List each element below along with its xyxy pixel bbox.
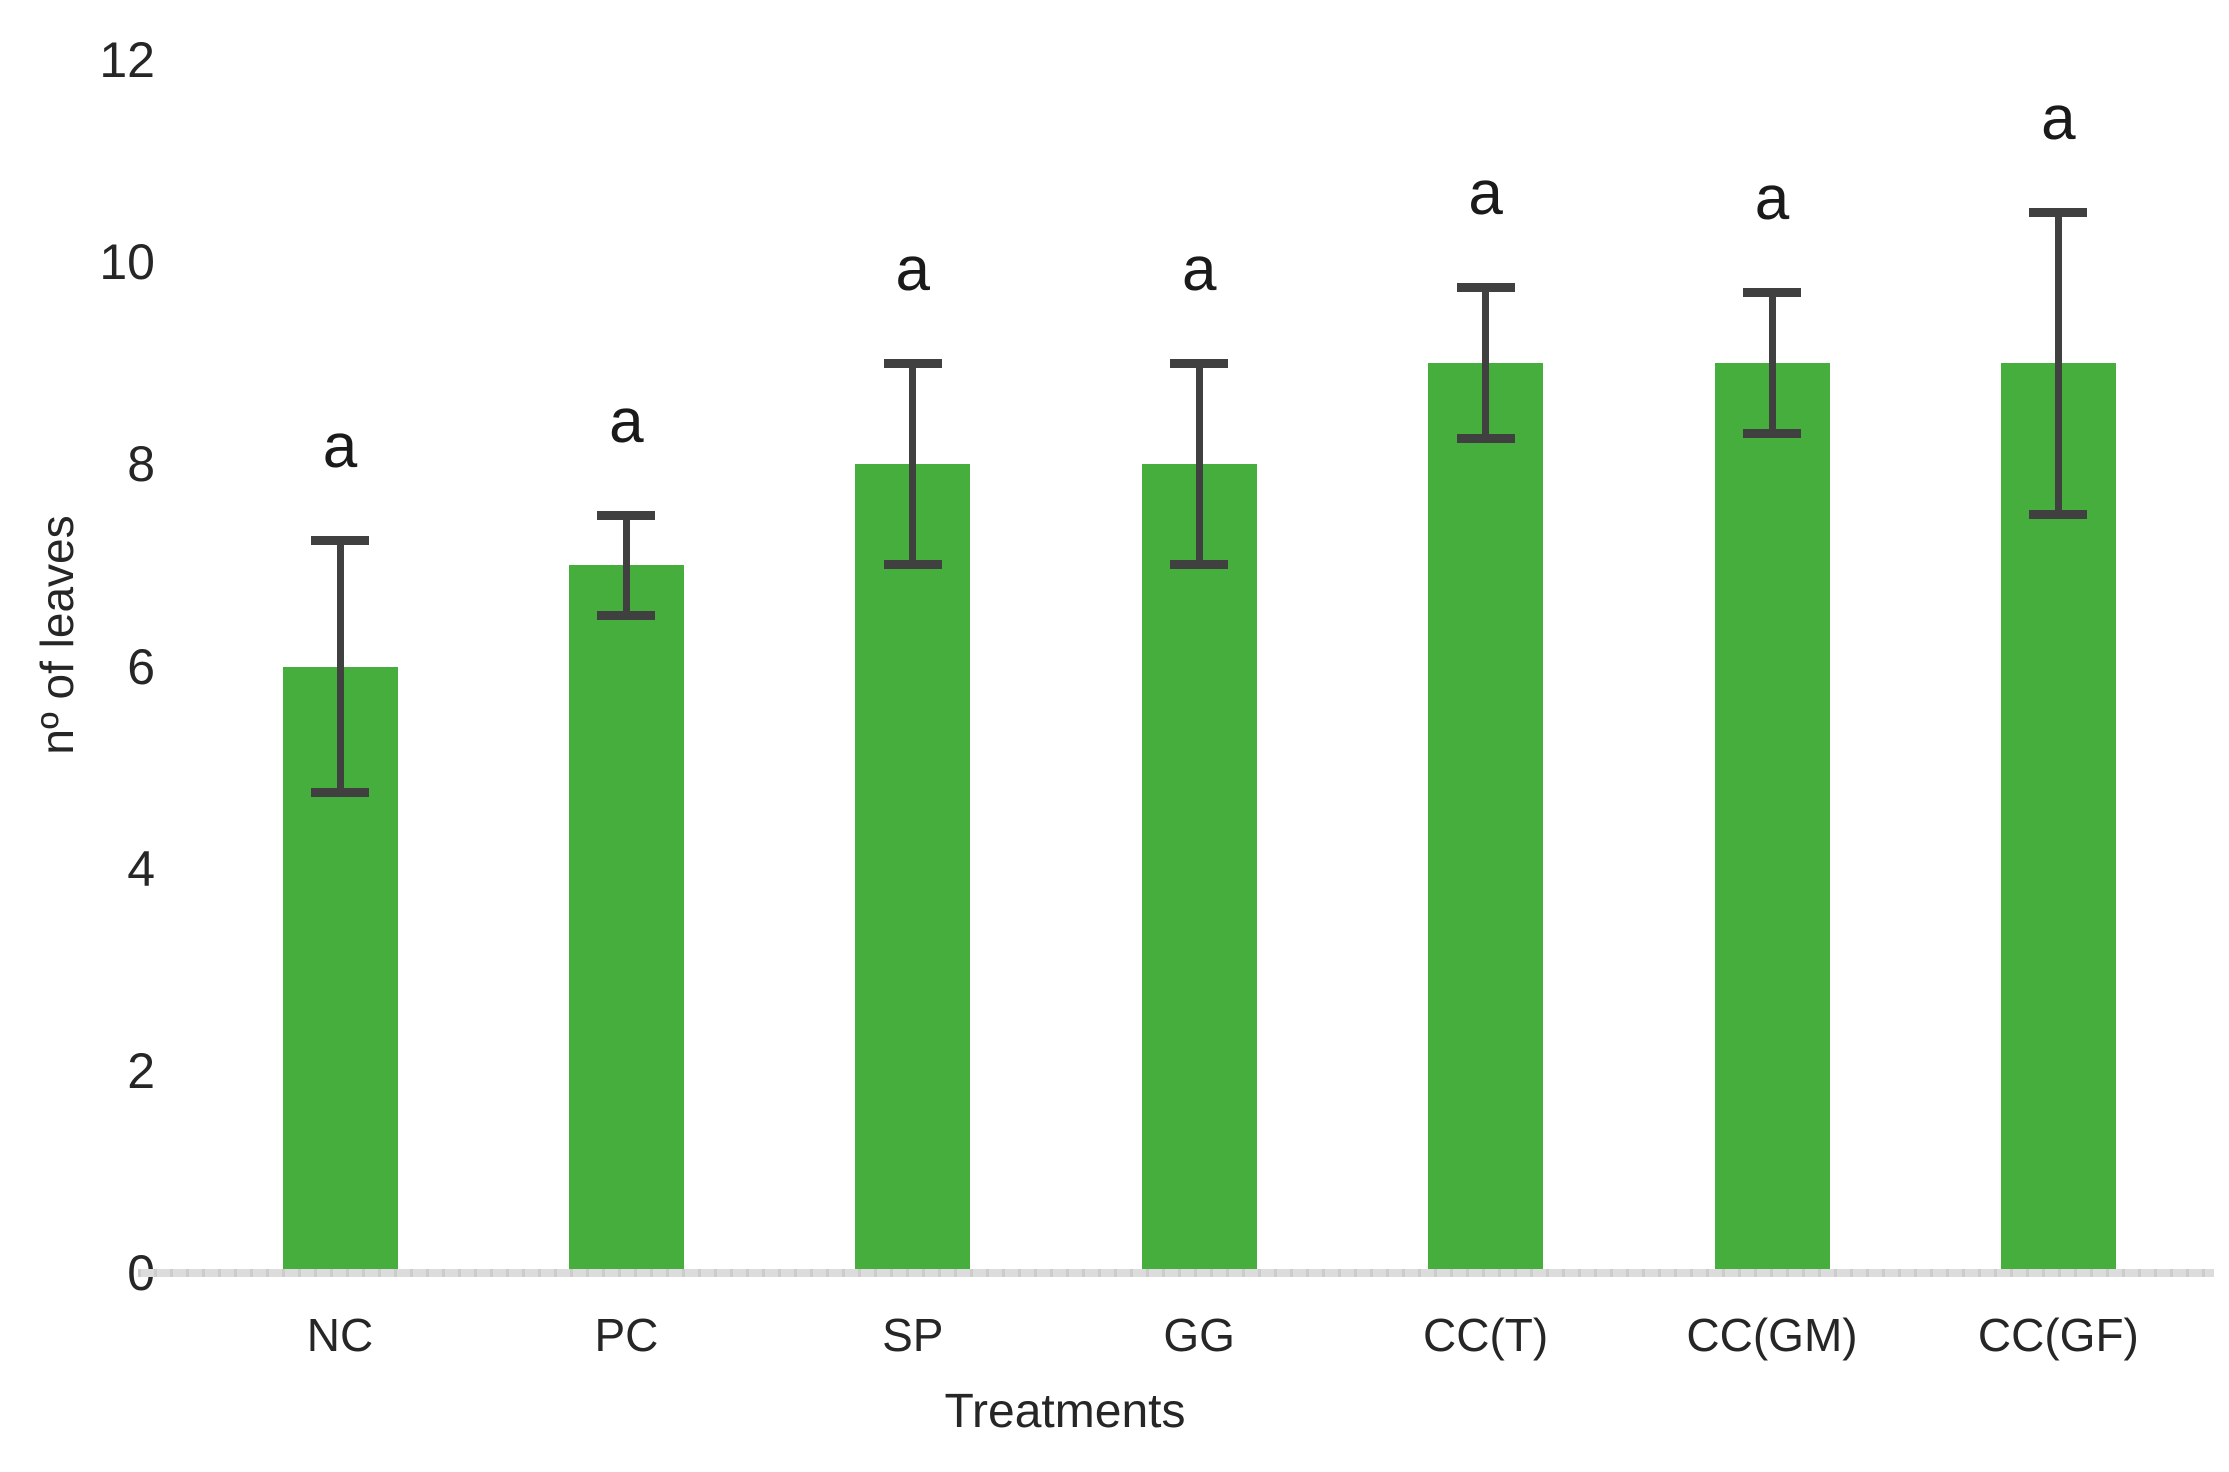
y-tick-label: 10 xyxy=(99,234,155,291)
y-axis-title: nº of leaves xyxy=(31,515,83,755)
error-bar-cap-top xyxy=(1456,283,1515,293)
error-bar-cap-bottom xyxy=(597,610,656,620)
x-axis-title: Treatments xyxy=(944,1385,1186,1438)
error-bar-whisker xyxy=(622,514,630,616)
significance-letter: a xyxy=(322,412,358,482)
x-tick-label: CC(GM) xyxy=(1686,1309,1858,1361)
y-tick-label: 2 xyxy=(127,1042,155,1099)
x-tick-label: CC(T) xyxy=(1423,1309,1549,1361)
x-tick-label: GG xyxy=(1163,1309,1235,1361)
bar xyxy=(855,464,971,1271)
significance-letter: a xyxy=(1754,164,1790,234)
error-bar-whisker xyxy=(1482,287,1490,440)
error-bar-cap-top xyxy=(883,359,942,369)
error-bar-cap-top xyxy=(311,536,369,546)
error-bar-cap-top xyxy=(1743,288,1801,298)
x-tick-label: CC(GF) xyxy=(1977,1309,2139,1361)
x-tick-label: NC xyxy=(306,1309,374,1361)
x-tick-label: SP xyxy=(882,1309,944,1361)
error-bar-whisker xyxy=(1768,292,1776,434)
bar xyxy=(1428,363,1544,1271)
significance-letter: a xyxy=(609,386,644,456)
error-bar-whisker xyxy=(1195,363,1203,566)
significance-letter: a xyxy=(895,235,931,305)
bar xyxy=(568,565,684,1271)
y-tick-label: 0 xyxy=(0,1242,155,1304)
error-bar-cap-bottom xyxy=(883,560,942,570)
error-bar-cap-bottom xyxy=(1456,434,1515,444)
error-bar-whisker xyxy=(336,540,344,793)
y-tick-label: 6 xyxy=(127,638,155,695)
error-bar-cap-bottom xyxy=(1743,429,1801,438)
x-axis-line xyxy=(138,1269,2214,1277)
error-bar-cap-top xyxy=(1170,359,1229,369)
error-bar-cap-bottom xyxy=(311,787,369,797)
significance-letter: a xyxy=(1468,159,1503,229)
bar xyxy=(1141,464,1257,1271)
y-tick-label: 8 xyxy=(127,436,155,493)
x-tick-label: PC xyxy=(594,1309,659,1361)
y-tick-label: 12 xyxy=(99,32,155,88)
error-bar-whisker xyxy=(2054,211,2062,515)
significance-letter: a xyxy=(1181,235,1217,305)
significance-letter: a xyxy=(2041,83,2076,153)
bar xyxy=(1714,363,1830,1271)
y-tick-label: 4 xyxy=(127,840,155,897)
error-bar-cap-top xyxy=(2029,207,2088,217)
error-bar-cap-top xyxy=(597,510,656,520)
error-bar-whisker xyxy=(909,363,917,566)
error-bar-cap-bottom xyxy=(1170,560,1229,570)
error-bar-cap-bottom xyxy=(2029,509,2088,519)
